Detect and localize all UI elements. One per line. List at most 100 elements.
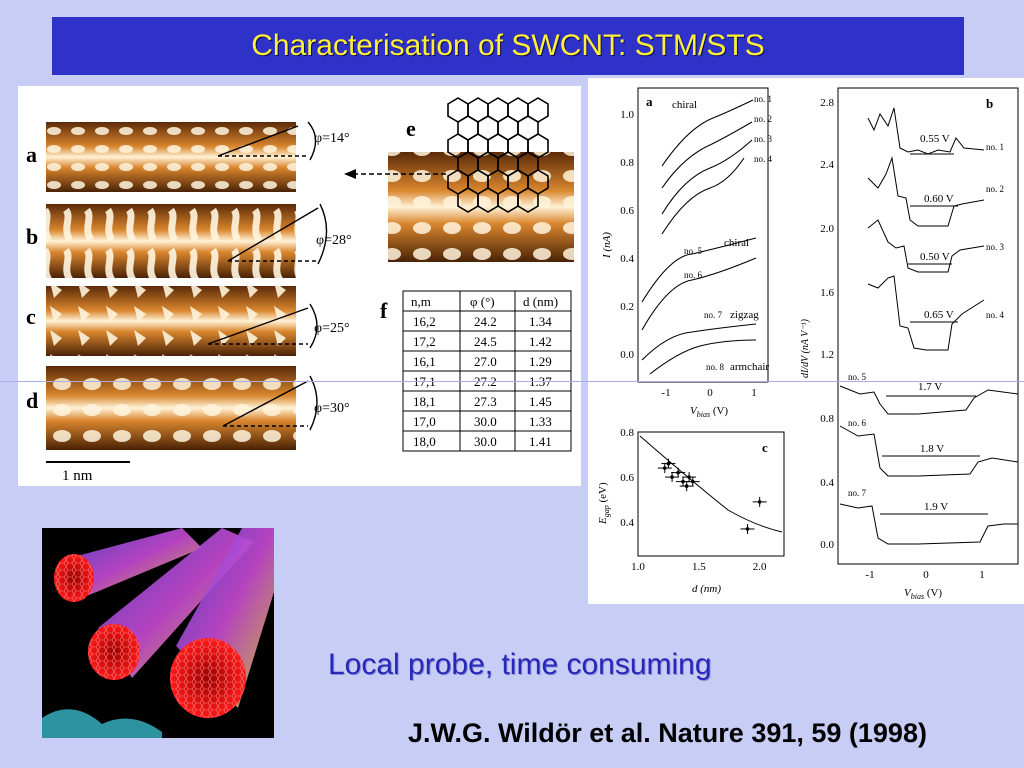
didv-xtick: 1 bbox=[979, 569, 985, 581]
didv-xtick: 0 bbox=[923, 569, 929, 581]
didv-curve-label: no. 1 bbox=[986, 142, 1004, 152]
didv-ytick: 0.0 bbox=[820, 539, 834, 551]
table-cell: 18,0 bbox=[413, 434, 436, 449]
stm-label-a: a bbox=[26, 142, 37, 167]
chirality-table bbox=[402, 290, 572, 452]
didv-gap-arrows bbox=[880, 153, 988, 515]
didv-xtick: -1 bbox=[865, 569, 874, 581]
nanotube-render-svg bbox=[42, 528, 274, 738]
iv-ytick: 0.0 bbox=[620, 349, 634, 361]
stm-figure-svg: a b c d φ=14° φ=28° φ=25° φ=30° 1 nm e bbox=[26, 97, 574, 484]
iv-panel-label: a bbox=[646, 94, 653, 109]
angle-label-a: φ=14° bbox=[314, 131, 350, 146]
stm-tube-d bbox=[46, 366, 296, 450]
didv-gap-label: 1.8 V bbox=[920, 443, 944, 455]
table-cell: 1.42 bbox=[529, 334, 552, 349]
didv-curve-label: no. 7 bbox=[848, 488, 867, 498]
didv-plot: b 2.8 2.4 2.0 1.6 1.2 0.8 0.4 0.0 -1 0 1… bbox=[800, 87, 1019, 601]
slide-subtitle: Local probe, time consuming bbox=[328, 648, 712, 681]
chirality-table-text: n,m φ (°) d (nm) 16,2 24.2 1.34 17,2 24.… bbox=[411, 294, 558, 449]
stm-label-d: d bbox=[26, 388, 38, 413]
iv-ytick: 0.6 bbox=[620, 205, 634, 217]
iv-curves bbox=[641, 99, 757, 375]
iv-xtick: 0 bbox=[707, 387, 713, 399]
iv-ytick: 0.2 bbox=[620, 301, 634, 313]
didv-curve-label: no. 3 bbox=[986, 242, 1005, 252]
egap-xtick: 2.0 bbox=[753, 561, 767, 573]
stm-images-figure: a b c d φ=14° φ=28° φ=25° φ=30° 1 nm e bbox=[18, 86, 581, 486]
iv-curve-label: no. 3 bbox=[754, 134, 773, 144]
didv-ytick: 2.0 bbox=[820, 223, 834, 235]
iv-ytick: 0.4 bbox=[620, 253, 634, 265]
didv-curve-label: no. 2 bbox=[986, 184, 1004, 194]
angle-label-b: φ=28° bbox=[316, 233, 352, 248]
didv-gap-label: 0.55 V bbox=[920, 133, 950, 145]
didv-ytick: 2.8 bbox=[820, 97, 834, 109]
iv-ytick: 1.0 bbox=[620, 109, 634, 121]
didv-xlabel: Vbias (V) bbox=[904, 587, 942, 601]
didv-ytick: 1.2 bbox=[820, 349, 834, 361]
iv-annotation: armchair bbox=[730, 361, 769, 373]
egap-point bbox=[685, 476, 700, 487]
egap-point bbox=[679, 481, 694, 492]
table-cell: 30.0 bbox=[474, 414, 497, 429]
egap-point bbox=[682, 472, 697, 483]
iv-curve-label: no. 7 bbox=[704, 310, 723, 320]
egap-xtick: 1.0 bbox=[631, 561, 645, 573]
table-header: d (nm) bbox=[523, 294, 558, 309]
egap-ytick: 0.6 bbox=[620, 472, 634, 484]
table-cell: 27.3 bbox=[474, 394, 497, 409]
slide-guide-line bbox=[0, 381, 1024, 382]
stm-label-f: f bbox=[380, 298, 388, 323]
nanotube-render bbox=[42, 528, 274, 738]
iv-ylabel: I (nA) bbox=[601, 232, 613, 259]
egap-point bbox=[665, 472, 680, 483]
didv-curve-label: no. 6 bbox=[848, 418, 867, 428]
iv-annotation: chiral bbox=[724, 237, 749, 249]
didv-gap-label: 1.9 V bbox=[924, 501, 948, 513]
slide-title: Characterisation of SWCNT: STM/STS bbox=[52, 17, 964, 75]
didv-gap-label: 1.7 V bbox=[918, 381, 942, 393]
table-cell: 17,2 bbox=[413, 334, 436, 349]
egap-data-points bbox=[657, 458, 767, 534]
table-cell: 16,1 bbox=[413, 354, 436, 369]
citation: J.W.G. Wildör et al. Nature 391, 59 (199… bbox=[408, 718, 927, 748]
egap-point bbox=[752, 496, 767, 507]
table-cell: 24.5 bbox=[474, 334, 497, 349]
iv-xtick: -1 bbox=[661, 387, 670, 399]
didv-gap-label: 0.65 V bbox=[924, 309, 954, 321]
didv-ytick: 2.4 bbox=[820, 159, 834, 171]
iv-curve-label: no. 5 bbox=[684, 246, 703, 256]
table-cell: 1.34 bbox=[529, 314, 552, 329]
substrate-surface bbox=[42, 709, 162, 738]
didv-ylabel: dI/dV (nA V⁻¹) bbox=[800, 318, 811, 378]
egap-ytick: 0.8 bbox=[620, 427, 634, 439]
egap-point bbox=[740, 523, 755, 534]
zoom-arrow-head bbox=[344, 169, 356, 179]
table-cell: 18,1 bbox=[413, 394, 436, 409]
egap-point bbox=[657, 463, 672, 474]
didv-gap-label: 0.60 V bbox=[924, 193, 954, 205]
iv-xtick: 1 bbox=[751, 387, 757, 399]
table-header: φ (°) bbox=[470, 294, 495, 309]
stm-tube-e bbox=[388, 152, 574, 262]
table-header: n,m bbox=[411, 294, 431, 309]
iv-xlabel: Vbias (V) bbox=[690, 405, 728, 419]
iv-annotation: chiral bbox=[672, 99, 697, 111]
stm-label-c: c bbox=[26, 304, 36, 329]
iv-curve-label: no. 1 bbox=[754, 94, 772, 104]
didv-curve-label: no. 5 bbox=[848, 372, 867, 382]
iv-plot: a 1.0 0.8 0.6 0.4 0.2 0.0 -1 0 1 Vbias (… bbox=[601, 87, 773, 419]
table-cell: 27.0 bbox=[474, 354, 497, 369]
didv-ytick: 1.6 bbox=[820, 287, 834, 299]
scale-bar-label: 1 nm bbox=[62, 468, 93, 484]
iv-annotation: zigzag bbox=[730, 309, 759, 321]
graphene-lattice bbox=[447, 97, 549, 213]
table-cell: 24.2 bbox=[474, 314, 497, 329]
didv-ytick: 0.4 bbox=[820, 477, 834, 489]
nanotube-3 bbox=[170, 528, 274, 718]
didv-curves bbox=[839, 107, 1019, 545]
egap-plot: c 0.8 0.6 0.4 1.0 1.5 2.0 d (nm) Egap (e… bbox=[597, 427, 785, 595]
stm-tube-b bbox=[46, 204, 296, 278]
iv-curve-label: no. 4 bbox=[754, 154, 773, 164]
